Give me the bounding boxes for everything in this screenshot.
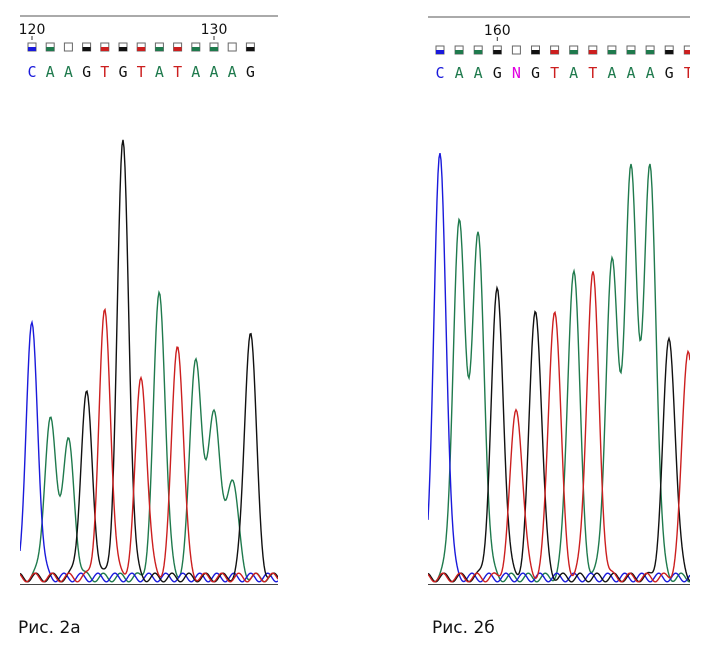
trace-G: [428, 285, 690, 583]
base-call: G: [493, 64, 502, 82]
quality-fill: [436, 50, 444, 54]
base-call: A: [209, 63, 218, 81]
ruler-tick-label: 120: [20, 22, 45, 38]
ruler-tick-label: 130: [201, 22, 228, 38]
panel-fig-2a: 120 130 C A A G T G T A T A A A G: [20, 0, 278, 600]
trace-T: [428, 271, 690, 583]
quality-fill: [82, 47, 91, 51]
base-call: A: [455, 64, 464, 82]
quality-fill: [646, 50, 655, 54]
base-call: G: [82, 63, 91, 81]
quality-box: [227, 42, 237, 52]
base-call: T: [137, 63, 146, 81]
base-call: G: [246, 63, 255, 81]
quality-fill: [246, 47, 255, 51]
base-call: A: [46, 63, 55, 81]
quality-fill: [550, 50, 559, 54]
base-call: A: [626, 64, 635, 82]
quality-fill: [137, 47, 146, 51]
base-call: A: [64, 63, 73, 81]
base-call: C: [27, 63, 36, 81]
base-call: A: [155, 63, 164, 81]
trace-A: [20, 289, 278, 583]
base-call: A: [646, 64, 655, 82]
quality-fill: [100, 47, 109, 51]
trace-T: [20, 307, 278, 583]
base-call: A: [228, 63, 237, 81]
quality-fill: [569, 50, 578, 54]
base-call: A: [191, 63, 200, 81]
quality-fill: [607, 50, 616, 54]
quality-fill: [46, 47, 55, 51]
base-call: G: [665, 64, 674, 82]
trace-C: [20, 319, 278, 583]
base-call: A: [607, 64, 616, 82]
quality-box: [511, 45, 521, 55]
quality-fill: [191, 47, 200, 51]
panel-fig-2b: 160 C A A G N G T A T A A A G T: [428, 0, 690, 600]
base-call: G: [118, 63, 127, 81]
base-call: T: [173, 63, 182, 81]
ruler-tick-label: 160: [484, 23, 511, 39]
caption-fig-2a: Рис. 2а: [18, 618, 81, 638]
quality-fill: [627, 50, 635, 54]
quality-fill: [173, 47, 182, 51]
quality-fill: [531, 50, 540, 54]
base-call: T: [588, 64, 597, 82]
quality-fill: [119, 47, 127, 51]
quality-fill: [588, 50, 597, 54]
quality-fill: [684, 50, 690, 54]
quality-fill: [455, 50, 464, 54]
base-call: T: [550, 64, 559, 82]
quality-fill: [155, 47, 164, 51]
base-call: G: [531, 64, 540, 82]
quality-fill: [665, 50, 674, 54]
base-call: T: [684, 64, 690, 82]
quality-fill: [28, 47, 36, 51]
base-call: C: [435, 64, 444, 82]
quality-box: [63, 42, 73, 52]
base-call: N: [512, 64, 521, 82]
quality-fill: [474, 50, 483, 54]
trace-C: [428, 152, 690, 583]
quality-fill: [210, 47, 218, 51]
trace-A: [428, 163, 690, 583]
base-call: A: [474, 64, 483, 82]
trace-G: [20, 139, 278, 583]
base-call: A: [569, 64, 578, 82]
base-call: T: [100, 63, 109, 81]
caption-fig-2b: Рис. 2б: [432, 618, 495, 638]
quality-fill: [493, 50, 502, 54]
